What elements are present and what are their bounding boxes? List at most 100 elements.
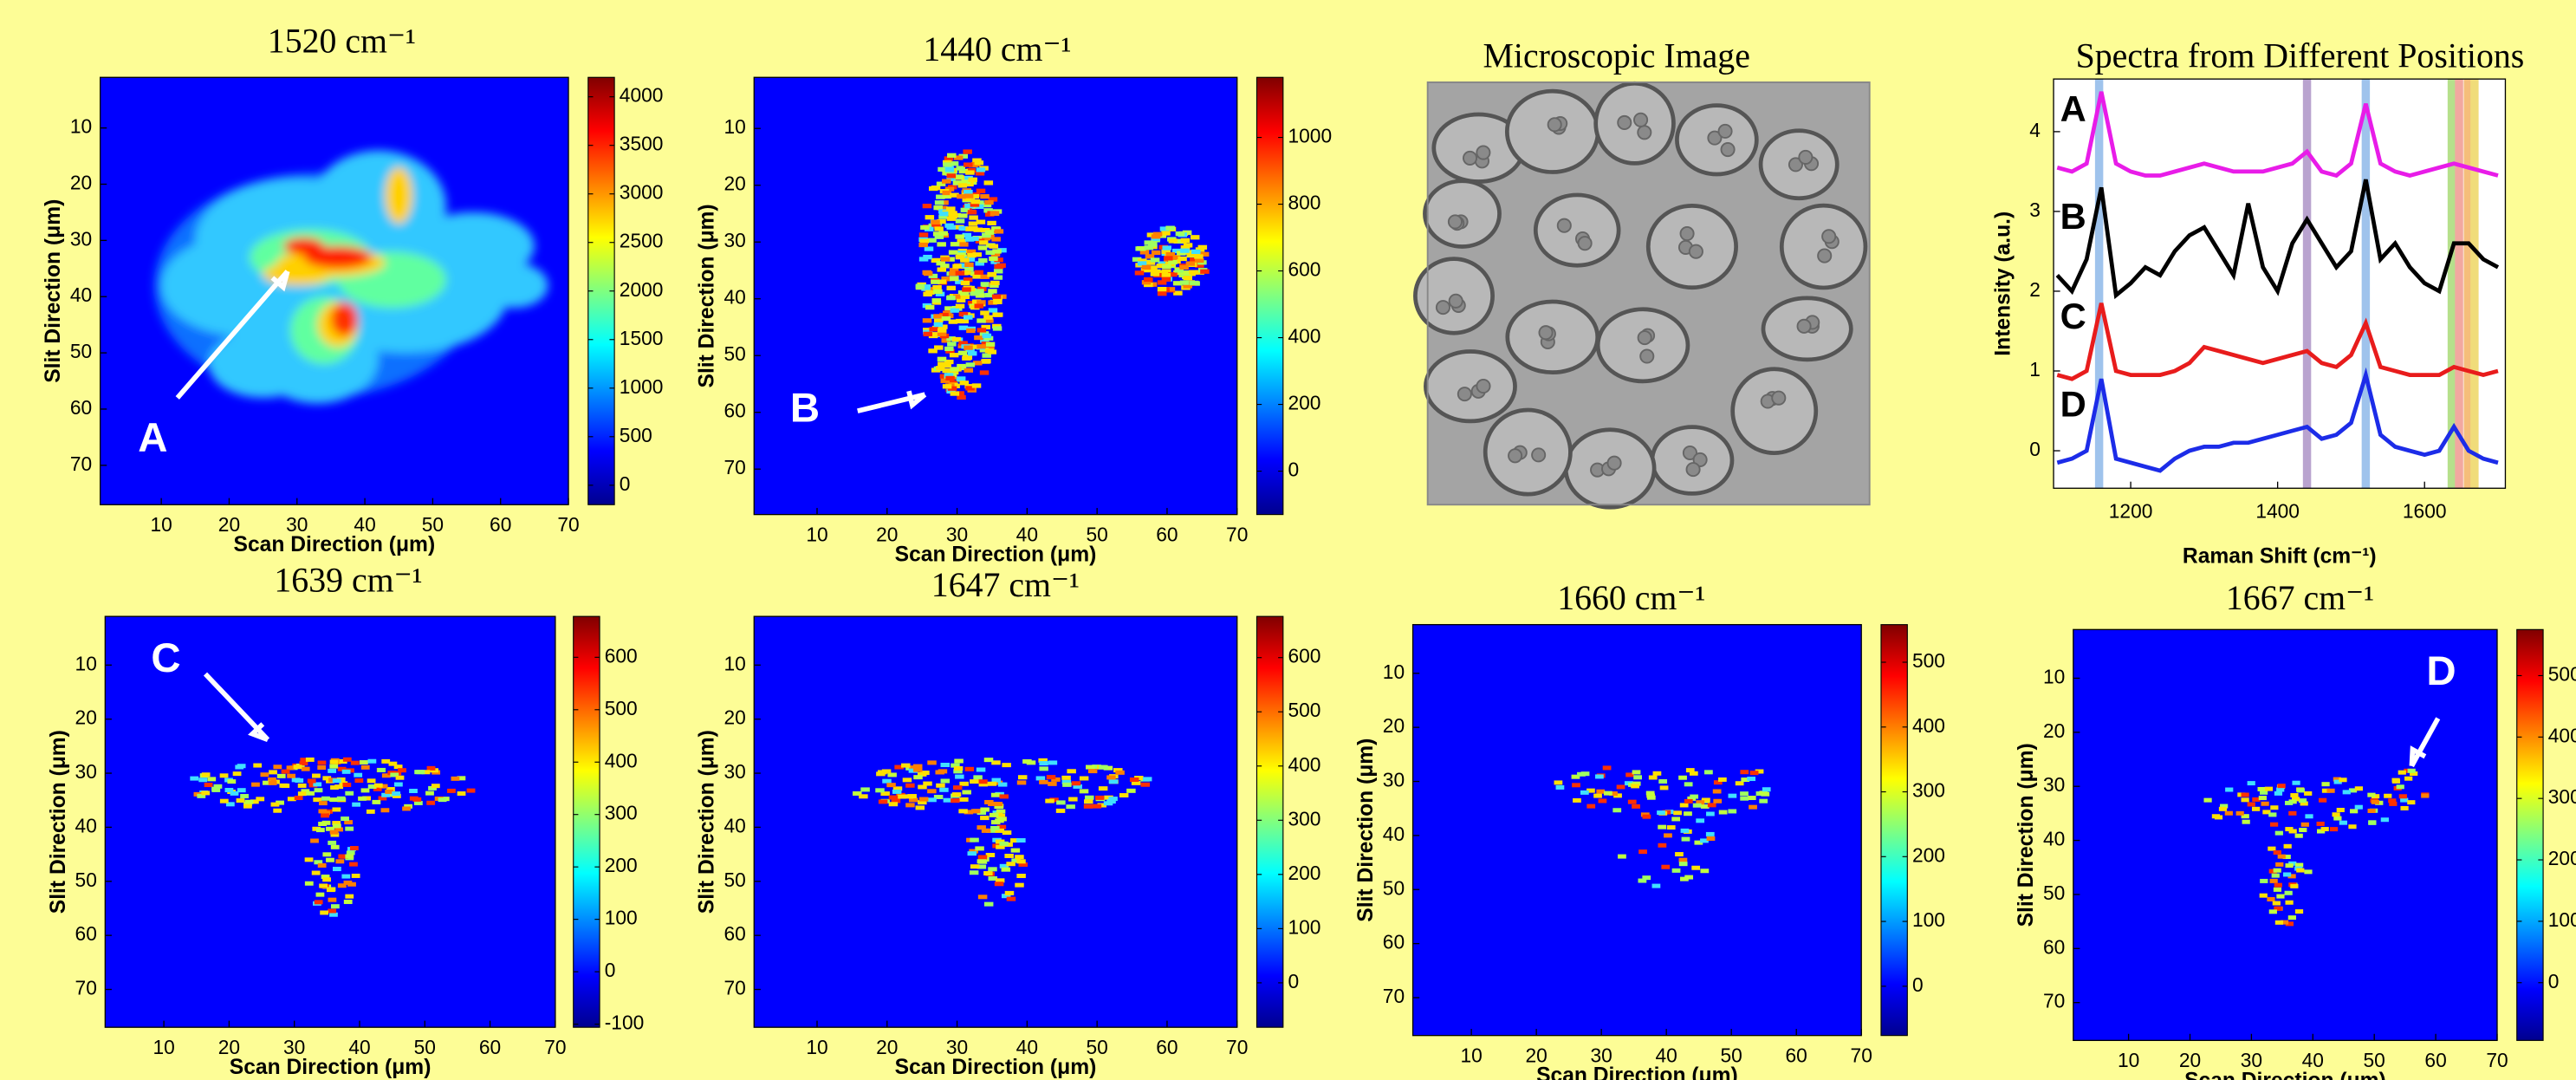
speckle	[1747, 777, 1755, 781]
cell-nucleus	[1532, 448, 1545, 461]
speckle	[2248, 802, 2255, 806]
speckle	[2275, 862, 2283, 867]
x-tick-label: 40	[1656, 1044, 1677, 1066]
speckle	[345, 855, 354, 859]
speckle	[330, 760, 339, 764]
speckle	[344, 900, 353, 904]
x-tick-label: 50	[414, 1036, 436, 1058]
speckle	[417, 770, 425, 774]
speckle	[983, 334, 992, 338]
speckle	[859, 794, 868, 798]
speckle	[2261, 802, 2268, 806]
speckle	[2304, 869, 2312, 874]
speckle	[329, 797, 338, 802]
cell	[1652, 427, 1732, 494]
x-tick-label: 70	[1851, 1044, 1872, 1066]
speckle	[1190, 281, 1199, 285]
x-tick-label: 1200	[2109, 500, 2153, 523]
speckle	[931, 220, 940, 224]
x-axis-label: Scan Direction (μm)	[234, 533, 436, 556]
speckle	[354, 778, 363, 783]
speckle	[1690, 795, 1698, 799]
speckle	[204, 783, 213, 787]
cell-nucleus	[1680, 227, 1693, 240]
speckle	[328, 769, 336, 773]
colorbar-tick-label: 0	[1288, 970, 1300, 992]
x-axis-label: Scan Direction (μm)	[2184, 1069, 2386, 1080]
speckle	[1653, 771, 1662, 776]
speckle	[2384, 794, 2391, 798]
speckle	[977, 189, 986, 193]
speckle	[995, 229, 1004, 233]
speckle	[237, 764, 246, 768]
speckle	[352, 874, 360, 878]
speckle	[2421, 794, 2429, 798]
speckle	[923, 292, 932, 296]
speckle	[970, 864, 980, 869]
chart-title: 1667 cm⁻¹	[2226, 579, 2374, 617]
speckle	[1680, 803, 1689, 807]
colorbar	[1256, 616, 1282, 1027]
speckle	[1675, 852, 1684, 856]
speckle	[330, 830, 339, 835]
speckle	[1153, 232, 1163, 237]
speckle	[389, 762, 398, 766]
y-tick-label: 30	[75, 760, 97, 783]
cell	[1733, 369, 1816, 453]
speckle	[933, 290, 943, 294]
speckle	[367, 778, 376, 783]
speckle	[1684, 811, 1692, 816]
chart-title: Spectra from Different Positions	[2076, 37, 2525, 75]
colorbar-tick-label: 1000	[1288, 125, 1333, 147]
speckle	[349, 862, 358, 867]
speckle	[992, 313, 1002, 317]
x-tick-label: 30	[1590, 1044, 1612, 1066]
speckle	[977, 167, 986, 172]
speckle	[318, 761, 327, 765]
speckle	[2285, 801, 2293, 805]
y-tick-label: 70	[2043, 990, 2065, 1012]
cell-nucleus	[1721, 143, 1734, 156]
speckle	[396, 776, 405, 780]
speckle	[1556, 785, 1565, 790]
speckle	[959, 782, 969, 786]
speckle	[333, 867, 341, 871]
speckle	[951, 309, 960, 313]
speckle	[2274, 791, 2282, 796]
speckle	[1673, 810, 1682, 815]
speckle	[2274, 869, 2281, 873]
speckle	[965, 170, 975, 174]
speckle	[969, 215, 978, 219]
speckle	[927, 760, 937, 764]
y-tick-label: 60	[1383, 931, 1405, 953]
speckle	[352, 803, 360, 807]
x-tick-label: 50	[1086, 1036, 1107, 1058]
x-tick-label: 50	[1721, 1044, 1742, 1066]
x-tick-label: 70	[544, 1036, 566, 1058]
speckle	[409, 789, 418, 793]
speckle	[901, 764, 911, 768]
speckle	[978, 779, 988, 784]
speckle	[941, 257, 951, 261]
speckle	[2285, 863, 2293, 868]
speckle	[2289, 829, 2297, 833]
speckle	[1036, 776, 1046, 780]
y-tick-label: 0	[2029, 438, 2041, 460]
speckle	[968, 351, 977, 355]
speckle	[1577, 772, 1586, 777]
speckle	[927, 789, 937, 793]
speckle	[886, 783, 896, 787]
colorbar-tick-label: 0	[2548, 970, 2560, 992]
speckle	[2225, 788, 2233, 792]
cell-nucleus	[1539, 326, 1552, 339]
speckle	[1664, 833, 1672, 837]
page: {"chart_data": [ {"type": "heatmap", "ti…	[0, 0, 2576, 1080]
speckle	[315, 788, 323, 792]
speckle	[1095, 796, 1105, 800]
colorbar-tick-label: 200	[1288, 392, 1321, 414]
speckle	[374, 784, 383, 788]
colorbar-tick-label: 300	[2548, 785, 2576, 808]
speckle	[1181, 238, 1191, 243]
speckle	[202, 772, 211, 777]
speckle	[978, 245, 988, 250]
